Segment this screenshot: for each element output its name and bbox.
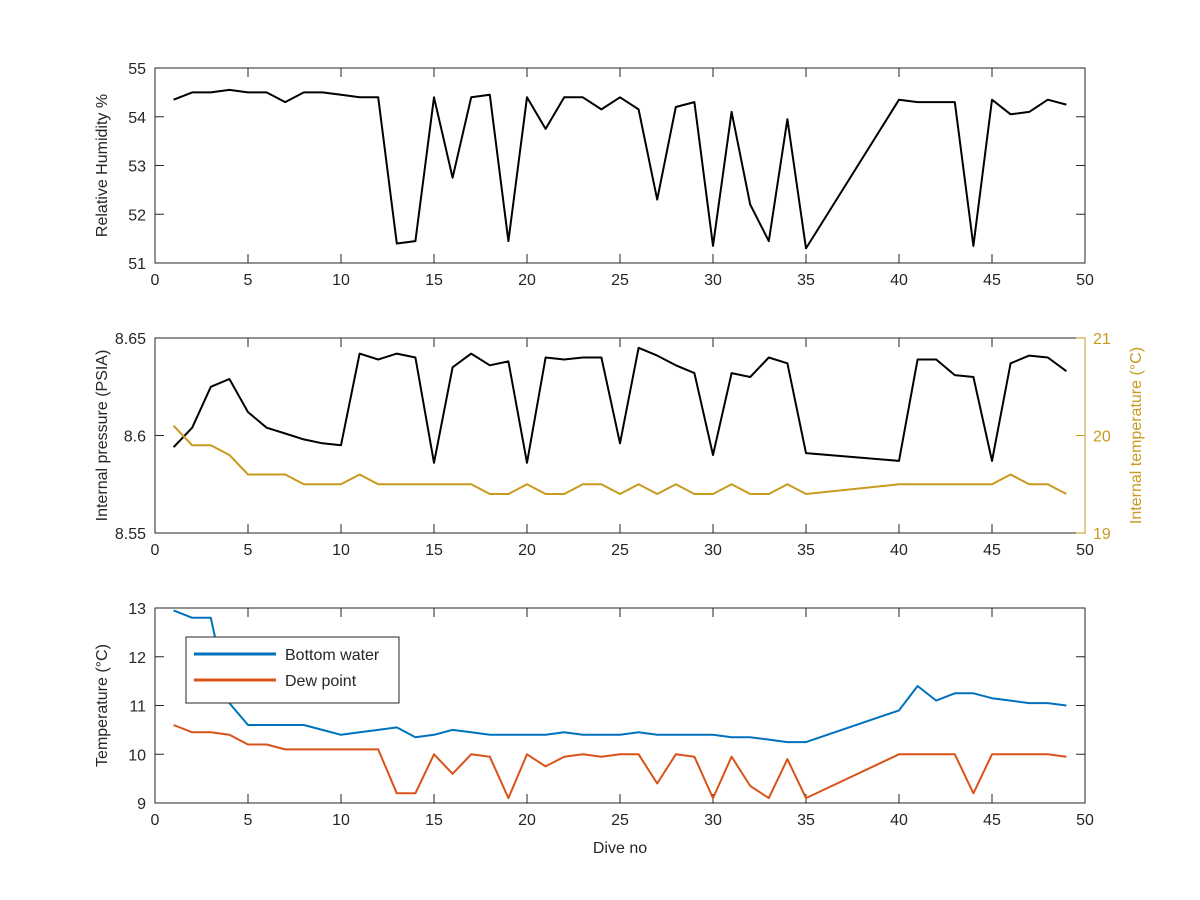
series-line-bottom-water [173,609,1067,744]
x-tick-label: 30 [704,272,722,289]
legend-label-dew-point: Dew point [285,673,357,690]
x-tick-label: 10 [332,272,350,289]
y-tick-label: 53 [128,159,146,176]
x-tick-label: 25 [611,812,629,829]
legend-label-bottom-water: Bottom water [285,647,380,664]
legend-box [185,636,400,704]
series-line-dew-point [173,724,1067,800]
y-tick-label: 8.65 [115,331,146,348]
y-axis-label: Relative Humidity % [94,94,111,237]
x-tick-label: 5 [244,272,253,289]
x-tick-label: 45 [983,812,1001,829]
y-right-axis-label: Internal temperature (°C) [1128,347,1145,524]
x-tick-label: 10 [332,542,350,559]
y-tick-label: 8.55 [115,526,146,543]
chart-panel-3: 0 5 10 15 20 25 30 35 40 45 50 9 10 11 12 13 Temperature… [94,601,1094,857]
y-tick-label: 13 [128,601,146,618]
chart-panel-1: 0 5 10 15 20 25 30 35 40 45 50 51 52 53 54 55 Relative H… [94,61,1094,289]
x-tick-label: 5 [244,812,253,829]
x-tick-label: 30 [704,812,722,829]
series-line-series-1 [173,88,1067,250]
x-tick-label: 0 [151,272,160,289]
x-tick-label: 15 [425,812,443,829]
x-tick-label: 10 [332,812,350,829]
chart-panel-2: 0 5 10 15 20 25 30 35 40 45 50 8.55 8.6 8.65 19 20 21 Int… [94,331,1145,559]
y-axis-label: Temperature (°C) [94,644,111,767]
y-tick-label: 10 [128,747,146,764]
x-tick-label: 0 [151,812,160,829]
y-right-tick-label: 21 [1093,331,1111,348]
x-tick-label: 35 [797,272,815,289]
y-tick-label: 12 [128,650,146,667]
y-tick-label: 11 [129,699,146,716]
y-right-tick-label: 20 [1093,429,1111,446]
y-axis-label: Internal pressure (PSIA) [94,350,111,522]
series-line-series-1 [172,346,1067,464]
x-tick-label: 15 [425,272,443,289]
x-tick-label: 35 [797,812,815,829]
y-tick-label: 55 [128,61,146,78]
legend: Bottom water Dew point [185,636,400,704]
x-tick-label: 0 [151,542,160,559]
x-tick-label: 35 [797,542,815,559]
y-tick-label: 52 [128,207,146,224]
y-tick-label: 8.6 [124,429,146,446]
x-tick-label: 45 [983,542,1001,559]
plot-area [154,337,1086,534]
x-axis-label: Dive no [593,840,647,857]
x-tick-label: 40 [890,812,908,829]
plot-area [154,67,1086,264]
x-tick-label: 20 [518,542,536,559]
x-tick-label: 50 [1076,812,1094,829]
x-tick-label: 25 [611,542,629,559]
y-right-tick-label: 19 [1093,526,1111,543]
x-tick-label: 45 [983,272,1001,289]
series-line-series-2 [172,425,1067,495]
x-tick-label: 15 [425,542,443,559]
x-tick-label: 20 [518,812,536,829]
y-tick-label: 51 [128,256,146,273]
x-tick-label: 25 [611,272,629,289]
y-tick-label: 54 [128,110,146,127]
x-tick-label: 50 [1076,272,1094,289]
x-tick-label: 40 [890,542,908,559]
x-tick-label: 20 [518,272,536,289]
x-tick-label: 50 [1076,542,1094,559]
x-tick-label: 40 [890,272,908,289]
y-tick-label: 9 [137,796,146,813]
x-tick-label: 30 [704,542,722,559]
x-tick-label: 5 [244,542,253,559]
